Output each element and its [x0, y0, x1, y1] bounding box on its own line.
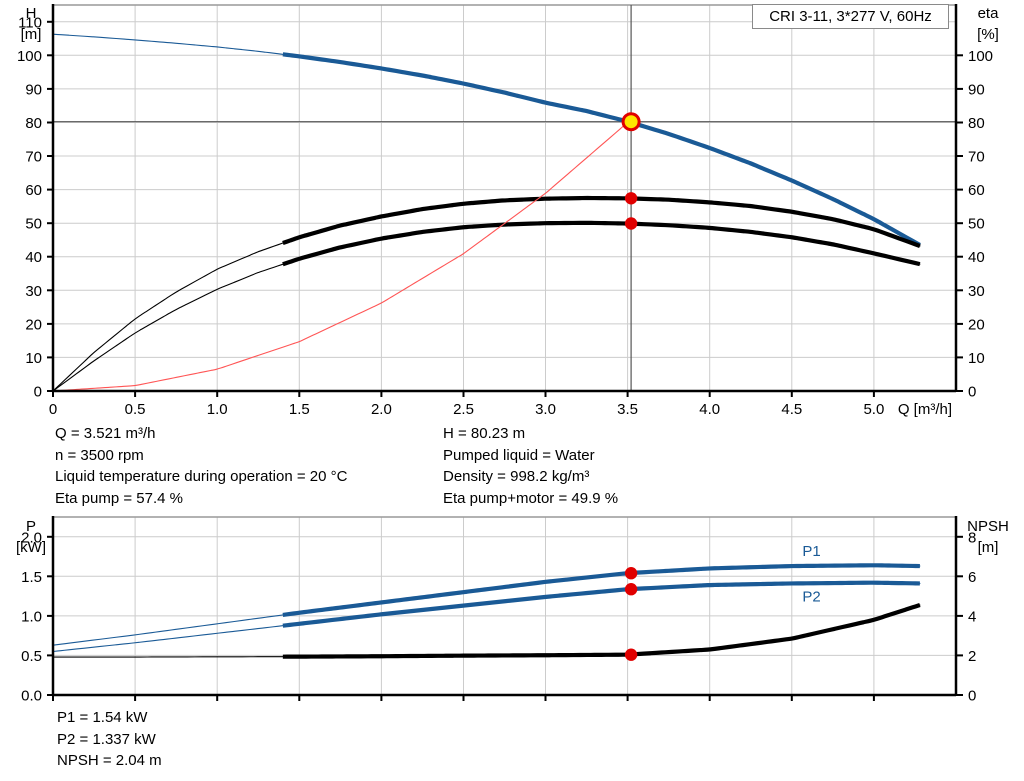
info-h: H = 80.23 m [443, 425, 526, 442]
left-axis-tick-label: 100 [17, 48, 42, 65]
right-axis-unit: [m] [978, 539, 999, 556]
left-axis-tick-label: 1.5 [21, 569, 42, 586]
right-axis-title: NPSH [967, 518, 1009, 535]
duty-info-left: Q = 3.521 m³/h n = 3500 rpm Liquid tempe… [55, 423, 347, 509]
x-axis-tick-label: 0.5 [125, 401, 146, 418]
duty-point-npsh[interactable] [624, 648, 638, 661]
left-axis-tick-label: 80 [25, 115, 42, 132]
right-axis-tick-label: 90 [968, 81, 985, 98]
x-axis-tick-label: 0 [49, 401, 57, 418]
power-npsh-chart: P1 P2 0.0 0.5 1.0 1.5 2.0 0 2 4 6 8 P [kW] NPSH [m] [16, 516, 1009, 705]
duty-info-right: H = 80.23 m Pumped liquid = Water Densit… [443, 423, 618, 509]
left-axis-tick-label: 2.0 [21, 529, 42, 546]
right-axis-tick-label: 0 [968, 688, 976, 705]
x-axis-tick-label: 1.5 [289, 401, 310, 418]
info-eta-pump: Eta pump = 57.4 % [55, 489, 183, 507]
info-q: Q = 3.521 m³/h [55, 425, 156, 442]
left-axis-title: P [26, 518, 36, 535]
right-axis-tick-label: 0 [968, 384, 976, 401]
right-axis-tick-label: 6 [968, 569, 976, 586]
left-axis-tick-label: 60 [25, 182, 42, 199]
curve-p2 [282, 580, 920, 628]
x-axis-tick-label: 3.5 [617, 401, 638, 418]
right-axis-tick-label: 100 [968, 48, 993, 65]
left-axis-tick-label: 50 [25, 216, 42, 233]
curve-npsh [282, 603, 921, 659]
right-axis-tick-label: 80 [968, 115, 985, 132]
left-axis-title: H [26, 5, 37, 22]
info-pumped-liquid: Pumped liquid = Water [443, 446, 595, 464]
right-axis-unit: [%] [977, 26, 999, 43]
power-npsh-plot: P1 P2 0.0 0.5 1.0 1.5 2.0 0 2 4 6 8 P [kW] NPSH [m] [16, 516, 1009, 705]
left-axis-tick-label: 10 [25, 350, 42, 367]
left-axis-tick-label: 0.5 [21, 648, 42, 665]
x-axis-tick-label: 2.0 [371, 401, 392, 418]
head-efficiency-chart: 0 10 20 30 40 50 60 70 80 90 100 110 0 10 20 30 40 50 60 70… [17, 4, 999, 418]
left-axis-unit: [kW] [16, 539, 46, 556]
left-axis-tick-label: 0.0 [21, 688, 42, 705]
right-axis-tick-label: 10 [968, 350, 985, 367]
left-axis-tick-label: 30 [25, 283, 42, 300]
curve-npsh-thin [52, 604, 921, 658]
right-axis-tick-label: 40 [968, 249, 985, 266]
right-axis-tick-label: 60 [968, 182, 985, 199]
left-axis-tick-label: 1.0 [21, 608, 42, 625]
series-label-p1: P1 [802, 543, 820, 560]
info-p1: P1 = 1.54 kW [57, 709, 148, 726]
right-axis-tick-label: 20 [968, 316, 985, 333]
left-axis-tick-label: 40 [25, 249, 42, 266]
left-axis-unit: [m] [21, 26, 42, 43]
duty-point-eta-pump[interactable] [624, 192, 638, 205]
left-axis-tick-label: 70 [25, 149, 42, 166]
info-eta-pump-motor: Eta pump+motor = 49.9 % [443, 489, 619, 507]
left-axis-tick-label: 0 [34, 384, 42, 401]
curve-p1 [282, 563, 920, 618]
info-liquid-temperature: Liquid temperature during operation = 20… [55, 468, 348, 485]
x-axis-tick-label: 3.0 [535, 401, 556, 418]
curve-eta-pump-motor-thin [52, 222, 921, 392]
power-info: P1 = 1.54 kW P2 = 1.337 kW NPSH = 2.04 m [57, 707, 162, 772]
right-axis-title: eta [978, 5, 1000, 22]
left-axis-tick-label: 90 [25, 81, 42, 98]
series-label-p2: P2 [802, 588, 820, 605]
info-npsh: NPSH = 2.04 m [57, 752, 162, 769]
right-axis-tick-label: 50 [968, 216, 985, 233]
info-density: Density = 998.2 kg/m³ [443, 468, 590, 485]
pump-model-title: CRI 3-11, 3*277 V, 60Hz [769, 8, 932, 25]
head-efficiency-plot: 0 10 20 30 40 50 60 70 80 90 100 110 0 10 20 30 40 50 60 70… [17, 4, 999, 418]
info-p2: P2 = 1.337 kW [57, 730, 156, 748]
right-axis-tick-label: 70 [968, 149, 985, 166]
x-axis-tick-label: 5.0 [863, 401, 884, 418]
left-axis-tick-label: 110 [18, 14, 42, 31]
x-axis-tick-label: 1.0 [207, 401, 228, 418]
info-n: n = 3500 rpm [55, 446, 144, 464]
curve-system-duty-curve [52, 121, 632, 392]
curve-h-curve-head- [282, 52, 921, 247]
duty-point-eta-pump-motor[interactable] [624, 217, 638, 230]
right-axis-tick-label: 2 [968, 648, 976, 665]
right-axis-tick-label: 4 [968, 608, 976, 625]
left-axis-tick-label: 20 [25, 316, 42, 333]
duty-point-head[interactable] [621, 112, 641, 132]
x-axis-title: Q [m³/h] [898, 401, 952, 418]
curve-eta-pump-motor [282, 220, 921, 267]
pump-model-title-box: CRI 3-11, 3*277 V, 60Hz [752, 4, 949, 29]
right-axis-tick-label: 30 [968, 283, 985, 300]
right-axis-tick-label: 8 [968, 529, 976, 546]
curve-p2-thin [52, 582, 921, 653]
curve-eta-pump [282, 195, 921, 248]
duty-point-p2[interactable] [624, 583, 638, 596]
x-axis-tick-label: 2.5 [453, 401, 474, 418]
x-axis-tick-label: 4.0 [699, 401, 720, 418]
x-axis-tick-label: 4.5 [781, 401, 802, 418]
duty-point-p1[interactable] [624, 567, 638, 580]
